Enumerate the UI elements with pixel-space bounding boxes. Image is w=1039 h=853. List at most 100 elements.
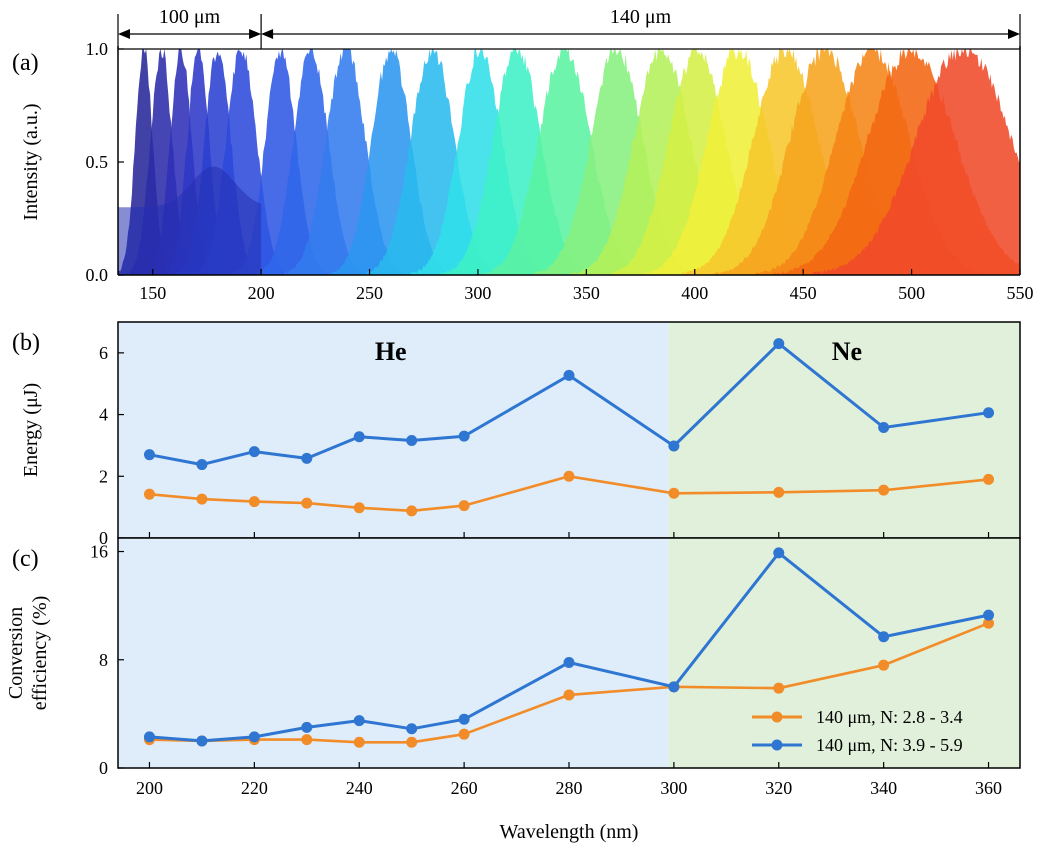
data-point: [301, 452, 313, 464]
series-line-1: [149, 621, 989, 744]
panel-label: (c): [12, 546, 39, 572]
y-axis-label-b: Energy (μJ): [20, 383, 42, 477]
region-ne: [668, 538, 1020, 768]
x-tick-label: 200: [136, 778, 163, 798]
region-label-he: He: [375, 337, 407, 366]
data-point: [878, 659, 890, 671]
y-tick-label: 0.5: [86, 152, 109, 172]
arrow-100um-head-right: [249, 29, 262, 39]
arrow-140um-head-right: [1008, 29, 1020, 39]
y-tick-label: 0: [99, 528, 108, 548]
data-point: [458, 500, 470, 512]
y-axis-label-a: Intensity (a.u.): [20, 103, 42, 220]
spectrum-background: [118, 166, 262, 275]
data-point: [458, 713, 470, 725]
x-tick-label: 400: [681, 283, 708, 303]
panel-a: 150 200 250 300 350 400 450 500 550 0.0 0.5 1.0 100 …: [12, 6, 1034, 303]
x-tick-label: 240: [346, 778, 373, 798]
data-point: [983, 609, 995, 621]
x-tick-label: 450: [790, 283, 817, 303]
data-point: [248, 496, 260, 508]
y-tick-label: 2: [99, 466, 108, 486]
x-tick-label: 300: [464, 283, 491, 303]
data-point: [773, 547, 785, 559]
data-point: [878, 484, 890, 496]
panel-c: 0 8 16 200 220 240 260 280 300 320 340 360 (c) Conver…: [5, 537, 1021, 843]
spectrum-peak: [811, 49, 1020, 275]
data-point: [668, 440, 680, 452]
panel-label: (b): [12, 330, 40, 356]
series-line-2: [149, 551, 989, 743]
y-tick-label: 4: [99, 405, 108, 425]
data-point: [983, 473, 995, 485]
data-point: [563, 689, 575, 701]
spectra-group: [118, 49, 1020, 275]
y-tick-label: 6: [99, 343, 108, 363]
y-tick-label: 0.0: [86, 265, 109, 285]
annotation-100um: 100 μm: [159, 6, 221, 28]
x-tick-label: 320: [765, 778, 792, 798]
data-point: [458, 430, 470, 442]
data-point: [143, 488, 155, 500]
annotation-140um: 140 μm: [610, 6, 672, 28]
y-tick-label: 16: [90, 542, 108, 562]
y-axis-label-c-line1: Conversion: [5, 607, 27, 699]
data-point: [406, 723, 418, 735]
data-point: [301, 734, 313, 746]
data-point: [196, 459, 208, 471]
data-point: [563, 369, 575, 381]
data-point: [983, 407, 995, 419]
x-axis-label: Wavelength (nm): [500, 821, 639, 843]
legend-label-1: 140 μm, N: 2.8 - 3.4: [816, 707, 963, 727]
x-tick-label: 220: [241, 778, 268, 798]
x-tick-label: 500: [898, 283, 925, 303]
x-tick-label: 250: [356, 283, 383, 303]
x-tick-label: 260: [451, 778, 478, 798]
data-point: [143, 449, 155, 461]
data-point: [353, 502, 365, 514]
x-tick-label: 350: [573, 283, 600, 303]
data-point: [353, 736, 365, 748]
series-line-2: [149, 342, 989, 467]
data-point: [668, 487, 680, 499]
data-point: [773, 338, 785, 350]
data-point: [773, 486, 785, 498]
data-point: [196, 493, 208, 505]
x-tick-label: 300: [660, 778, 687, 798]
arrow-100um-head-left: [118, 29, 130, 39]
data-point: [563, 470, 575, 482]
data-point: [248, 446, 260, 458]
data-point: [563, 656, 575, 668]
data-point: [878, 631, 890, 643]
arrow-140um-head-left: [261, 29, 274, 39]
data-point: [301, 497, 313, 509]
series-line-1: [149, 474, 989, 513]
data-point: [773, 682, 785, 694]
data-point: [248, 731, 260, 743]
data-point: [668, 681, 680, 693]
data-point: [406, 736, 418, 748]
data-point: [301, 721, 313, 733]
x-tick-label: 150: [139, 283, 166, 303]
data-point: [143, 731, 155, 743]
x-tick-label: 550: [1007, 283, 1034, 303]
x-tick-label: 280: [556, 778, 583, 798]
region-he: [118, 322, 669, 538]
data-point: [458, 728, 470, 740]
x-tick-label: 360: [975, 778, 1002, 798]
y-tick-label: 0: [99, 758, 108, 778]
data-point: [353, 431, 365, 443]
panel-b: 0 2 4 6 (b) He Ne Energy (μJ): [12, 321, 1021, 548]
region-ne: [668, 322, 1020, 538]
region-he: [118, 538, 669, 768]
data-point: [353, 715, 365, 727]
data-point: [406, 434, 418, 446]
region-label-ne: Ne: [832, 337, 862, 366]
data-point: [983, 617, 995, 629]
y-axis-label-c-line2: efficiency (%): [29, 596, 51, 711]
legend-marker-2: [771, 739, 783, 751]
legend-label-2: 140 μm, N: 3.9 - 5.9: [816, 735, 963, 755]
legend-marker-1: [771, 711, 783, 723]
data-point: [196, 735, 208, 747]
panel-label-a: (a): [12, 50, 39, 76]
